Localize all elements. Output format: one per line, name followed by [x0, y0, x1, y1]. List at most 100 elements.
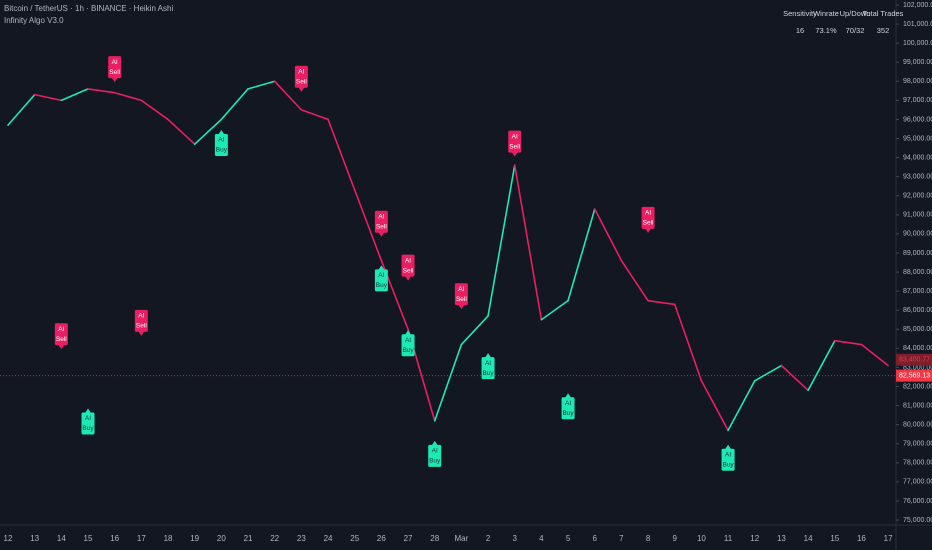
x-tick-label: 17	[884, 534, 893, 543]
sell-signal: AI Sell	[508, 130, 522, 157]
x-tick-label: 19	[190, 534, 199, 543]
y-tick-label: 96,000.00	[903, 116, 932, 123]
price-segment	[673, 303, 703, 382]
signal-pointer	[298, 87, 305, 92]
signal-box	[641, 206, 655, 229]
signal-text: Buy	[722, 461, 734, 468]
signal-text: Buy	[482, 370, 494, 377]
x-tick-label: 8	[646, 534, 651, 543]
x-tick-label: 25	[350, 534, 359, 543]
x-tick-label: 16	[857, 534, 866, 543]
x-tick-label: 20	[217, 534, 226, 543]
x-tick-label: 7	[619, 534, 624, 543]
signal-pointer	[378, 232, 385, 237]
signal-text: Sell	[136, 323, 147, 330]
signal-pointer	[138, 331, 145, 336]
x-tick-label: 10	[697, 534, 706, 543]
x-tick-label: 26	[377, 534, 386, 543]
table-header: Up/Down	[840, 9, 871, 18]
signal-pointer	[565, 393, 572, 398]
price-segment	[33, 93, 63, 102]
buy-signal: AI Buy	[561, 393, 575, 420]
table-cell: 352	[877, 26, 890, 35]
price-segment	[327, 118, 356, 191]
signal-pointer	[458, 304, 465, 310]
y-tick-label: 77,000.00	[903, 479, 932, 486]
sell-signal: AI Sell	[134, 309, 148, 336]
table-header: Sensitivity	[783, 9, 817, 18]
signal-box	[81, 412, 95, 435]
table-header: Winrate	[813, 9, 839, 18]
signal-text: AI	[565, 400, 571, 407]
signal-text: Sell	[376, 223, 387, 230]
y-tick-label: 83,000.00	[903, 364, 932, 371]
signal-box	[428, 444, 442, 467]
price-segment	[647, 299, 676, 306]
y-tick-label: 78,000.00	[903, 460, 932, 467]
x-tick-label: 4	[539, 534, 544, 543]
signal-text: Buy	[429, 458, 441, 465]
y-tick-label: 81,000.00	[903, 402, 932, 409]
price-label-box	[896, 353, 932, 366]
price-segment	[193, 118, 223, 146]
y-tick-label: 82,000.00	[903, 383, 932, 390]
signal-text: Sell	[643, 220, 654, 227]
y-tick-label: 98,000.00	[903, 78, 932, 85]
x-tick-label: 14	[57, 534, 66, 543]
x-tick-label: 21	[244, 534, 253, 543]
y-tick-label: 90,000.00	[903, 231, 932, 238]
x-tick-label: 6	[593, 534, 598, 543]
signal-text: AI	[218, 137, 224, 144]
signal-text: AI	[405, 337, 411, 344]
x-tick-label: 13	[777, 534, 786, 543]
signal-box	[508, 130, 522, 153]
price-segment	[220, 88, 249, 121]
buy-signal: AI Buy	[428, 440, 442, 467]
signal-text: AI	[138, 313, 144, 320]
chart-title: Bitcoin / TetherUS · 1h · BINANCE · Heik…	[4, 4, 173, 13]
signal-box	[108, 56, 122, 79]
price-segment	[140, 99, 169, 121]
signal-text: Buy	[82, 425, 94, 432]
signal-pointer	[645, 228, 652, 233]
price-segment	[513, 164, 543, 321]
price-segment	[753, 364, 783, 382]
price-segment	[353, 189, 383, 262]
x-tick-label: 13	[30, 534, 39, 543]
signal-text: Sell	[403, 267, 414, 274]
signal-pointer	[218, 129, 225, 135]
y-tick-label: 97,000.00	[903, 97, 932, 104]
y-tick-label: 87,000.00	[903, 288, 932, 295]
x-tick-label: 23	[297, 534, 306, 543]
x-tick-label: 12	[4, 534, 13, 543]
signal-text: AI	[298, 68, 304, 75]
x-tick-label: 5	[566, 534, 571, 543]
x-tick-label: 15	[830, 534, 839, 543]
signal-box	[374, 269, 388, 292]
signal-pointer	[378, 265, 385, 270]
sell-signal: AI Sell	[294, 65, 308, 92]
signal-pointer	[85, 408, 92, 413]
signal-box	[401, 334, 415, 357]
sell-signal: AI Sell	[54, 323, 68, 350]
sell-signal: AI Sell	[374, 210, 388, 237]
sell-signal: AI Sell	[454, 283, 468, 310]
signal-text: AI	[458, 286, 464, 293]
signal-pointer	[405, 276, 412, 281]
signal-text: Buy	[376, 282, 388, 289]
signal-box	[54, 323, 68, 346]
buy-signal: AI Buy	[374, 265, 388, 292]
y-tick-label: 99,000.00	[903, 59, 932, 66]
signal-pointer	[725, 444, 732, 450]
signal-text: AI	[432, 448, 438, 455]
table-header: Total Trades	[863, 9, 904, 18]
y-tick-label: 91,000.00	[903, 212, 932, 219]
signal-box	[294, 65, 308, 88]
sell-signal: AI Sell	[401, 254, 415, 281]
signal-box	[481, 357, 495, 380]
price-segment	[700, 379, 729, 432]
x-tick-label: 18	[164, 534, 173, 543]
price-segment	[7, 93, 36, 126]
signal-box	[214, 133, 228, 156]
